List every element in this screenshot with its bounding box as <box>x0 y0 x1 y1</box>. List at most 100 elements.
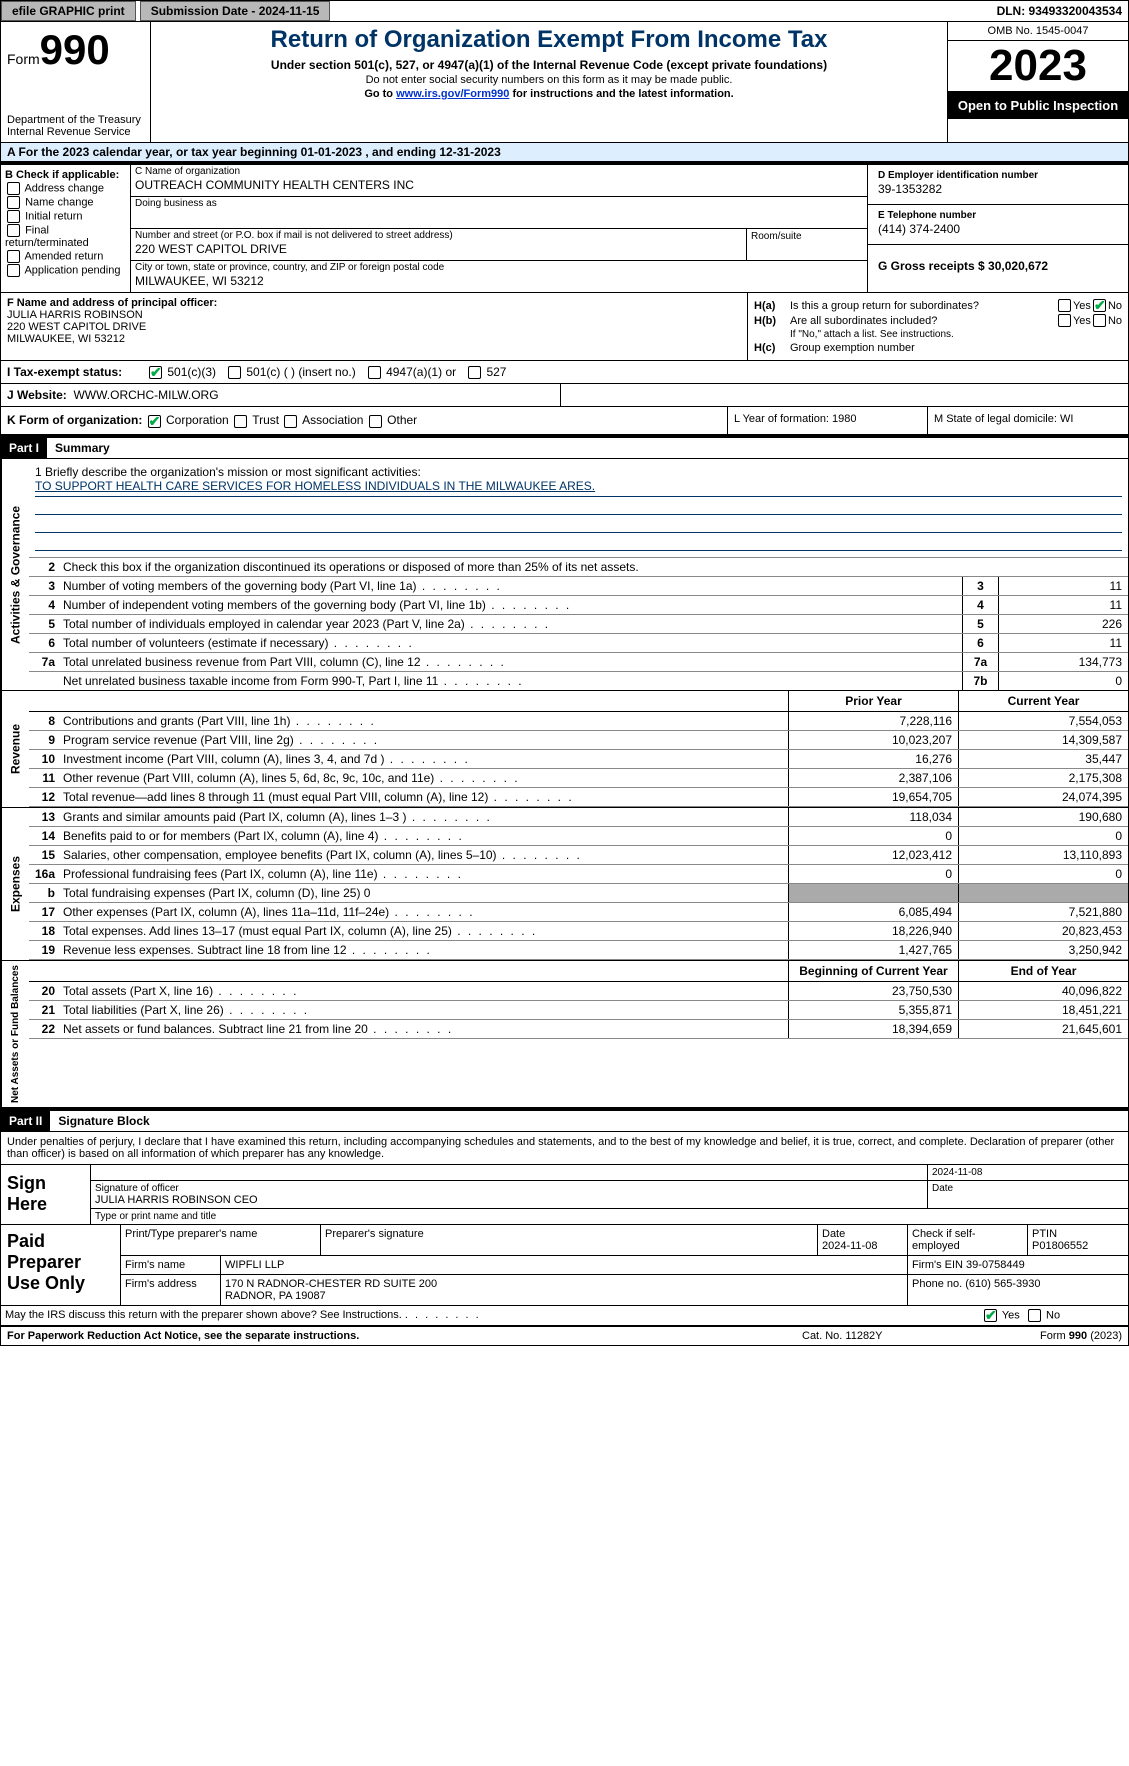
efile-print-button[interactable]: efile GRAPHIC print <box>1 1 136 21</box>
officer-group-row: F Name and address of principal officer:… <box>0 293 1129 361</box>
revenue-header: Prior Year Current Year <box>29 691 1128 712</box>
dept-irs: Internal Revenue Service <box>7 126 144 138</box>
summary-row: Net unrelated business taxable income fr… <box>29 672 1128 690</box>
hb-no[interactable] <box>1093 314 1106 327</box>
form-subtitle: Under section 501(c), 527, or 4947(a)(1)… <box>159 58 939 72</box>
chk-4947[interactable] <box>368 366 381 379</box>
prep-date: 2024-11-08 <box>822 1240 877 1252</box>
phone-value: (414) 374-2400 <box>874 222 1122 240</box>
ein-value: 39-1353282 <box>874 182 1122 200</box>
ssn-note: Do not enter social security numbers on … <box>159 74 939 86</box>
revenue-row: 11Other revenue (Part VIII, column (A), … <box>29 769 1128 788</box>
tax-year-range: A For the 2023 calendar year, or tax yea… <box>0 143 1129 162</box>
org-city: MILWAUKEE, WI 53212 <box>131 274 867 292</box>
expense-row: 15Salaries, other compensation, employee… <box>29 846 1128 865</box>
chk-501c3[interactable] <box>149 366 162 379</box>
chk-app-pending[interactable]: Application pending <box>5 264 126 277</box>
perjury-declaration: Under penalties of perjury, I declare th… <box>1 1132 1128 1164</box>
chk-address-change[interactable]: Address change <box>5 182 126 195</box>
self-employed-check[interactable]: Check if self-employed <box>908 1225 1028 1255</box>
col-begin-year: Beginning of Current Year <box>788 961 958 981</box>
dba-label: Doing business as <box>131 197 867 210</box>
discuss-question: May the IRS discuss this return with the… <box>1 1306 978 1325</box>
city-label: City or town, state or province, country… <box>131 261 867 274</box>
discuss-yes[interactable] <box>984 1309 997 1322</box>
k-label: K Form of organization: <box>7 413 142 427</box>
part2-bar: Part II Signature Block <box>0 1108 1129 1132</box>
netasset-row: 22Net assets or fund balances. Subtract … <box>29 1020 1128 1039</box>
addr-label: Number and street (or P.O. box if mail i… <box>131 229 746 242</box>
chk-corp[interactable] <box>148 415 161 428</box>
form-header: Form990 Department of the Treasury Inter… <box>0 22 1129 143</box>
chk-name-change[interactable]: Name change <box>5 196 126 209</box>
firm-addr-label: Firm's address <box>121 1275 221 1305</box>
top-toolbar: efile GRAPHIC print Submission Date - 20… <box>0 0 1129 22</box>
revenue-section: Revenue Prior Year Current Year 8Contrib… <box>0 691 1129 808</box>
tax-exempt-status-row: I Tax-exempt status: 501(c)(3) 501(c) ( … <box>0 361 1129 384</box>
ha-label: H(a) <box>754 300 790 312</box>
expenses-section: Expenses 13Grants and similar amounts pa… <box>0 808 1129 961</box>
revenue-row: 12Total revenue—add lines 8 through 11 (… <box>29 788 1128 807</box>
hc-text: Group exemption number <box>790 342 915 354</box>
ha-text: Is this a group return for subordinates? <box>790 300 1056 312</box>
status-label: I Tax-exempt status: <box>7 365 137 379</box>
ein-label: D Employer identification number <box>874 169 1122 182</box>
firm-name-label: Firm's name <box>121 1256 221 1274</box>
officer-sig-name: JULIA HARRIS ROBINSON CEO <box>95 1194 923 1206</box>
chk-501c[interactable] <box>228 366 241 379</box>
dln-label: DLN: 93493320043534 <box>997 4 1128 18</box>
chk-527[interactable] <box>468 366 481 379</box>
firm-name: WIPFLI LLP <box>221 1256 908 1274</box>
website-row: J Website: WWW.ORCHC-MILW.ORG <box>0 384 1129 407</box>
chk-assoc[interactable] <box>284 415 297 428</box>
expense-row: bTotal fundraising expenses (Part IX, co… <box>29 884 1128 903</box>
prep-name-label: Print/Type preparer's name <box>121 1225 321 1255</box>
hb-yes[interactable] <box>1058 314 1071 327</box>
type-name-label: Type or print name and title <box>91 1209 1128 1224</box>
chk-initial-return[interactable]: Initial return <box>5 210 126 223</box>
org-name: OUTREACH COMMUNITY HEALTH CENTERS INC <box>131 178 867 196</box>
gross-receipts: G Gross receipts $ 30,020,672 <box>874 249 1122 277</box>
vlabel-expenses: Expenses <box>1 808 29 960</box>
signature-block: Under penalties of perjury, I declare th… <box>0 1132 1129 1326</box>
date-label: Date <box>928 1181 1128 1208</box>
hb-label: H(b) <box>754 315 790 327</box>
chk-other[interactable] <box>369 415 382 428</box>
part1-title: Summary <box>47 438 118 458</box>
discuss-no[interactable] <box>1028 1309 1041 1322</box>
chk-amended[interactable]: Amended return <box>5 250 126 263</box>
principal-officer-box: F Name and address of principal officer:… <box>1 293 748 360</box>
state-domicile: M State of legal domicile: WI <box>928 407 1128 433</box>
mission-text: TO SUPPORT HEALTH CARE SERVICES FOR HOME… <box>35 479 1122 497</box>
expense-row: 14Benefits paid to or for members (Part … <box>29 827 1128 846</box>
firm-phone: (610) 565-3930 <box>965 1278 1040 1290</box>
hc-label: H(c) <box>754 342 790 354</box>
form-ref: Form 990 (2023) <box>962 1330 1122 1342</box>
expense-row: 17Other expenses (Part IX, column (A), l… <box>29 903 1128 922</box>
summary-row: 4Number of independent voting members of… <box>29 596 1128 615</box>
ha-no[interactable] <box>1093 299 1106 312</box>
chk-trust[interactable] <box>234 415 247 428</box>
part2-title: Signature Block <box>50 1111 157 1131</box>
part1-bar: Part I Summary <box>0 435 1129 459</box>
chk-final-return[interactable]: Final return/terminated <box>5 224 126 249</box>
col-current-year: Current Year <box>958 691 1128 711</box>
paid-preparer-label: Paid Preparer Use Only <box>1 1225 121 1305</box>
col-prior-year: Prior Year <box>788 691 958 711</box>
vlabel-activities: Activities & Governance <box>1 459 29 690</box>
officer-addr2: MILWAUKEE, WI 53212 <box>7 333 741 345</box>
col-end-year: End of Year <box>958 961 1128 981</box>
year-box: OMB No. 1545-0047 2023 Open to Public In… <box>948 22 1128 142</box>
pra-notice: For Paperwork Reduction Act Notice, see … <box>7 1330 802 1342</box>
page-footer: For Paperwork Reduction Act Notice, see … <box>0 1326 1129 1346</box>
hb-note: If "No," attach a list. See instructions… <box>754 329 1122 340</box>
firm-addr2: RADNOR, PA 19087 <box>225 1290 903 1302</box>
goto-post: for instructions and the latest informat… <box>509 88 733 100</box>
org-info-box: C Name of organization OUTREACH COMMUNIT… <box>131 165 868 292</box>
website-label: J Website: <box>7 388 67 402</box>
irs-link[interactable]: www.irs.gov/Form990 <box>396 88 509 100</box>
org-address: 220 WEST CAPITOL DRIVE <box>131 242 746 260</box>
activities-governance-section: Activities & Governance 1 Briefly descri… <box>0 459 1129 691</box>
ha-yes[interactable] <box>1058 299 1071 312</box>
vlabel-netassets: Net Assets or Fund Balances <box>1 961 29 1107</box>
